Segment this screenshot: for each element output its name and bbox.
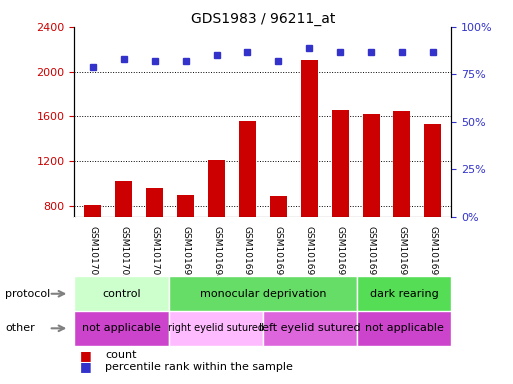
Text: GSM101701: GSM101701 — [88, 226, 97, 281]
Bar — [239, 121, 256, 295]
Text: GSM101702: GSM101702 — [120, 226, 128, 281]
Text: right eyelid sutured: right eyelid sutured — [168, 323, 264, 333]
Bar — [177, 195, 194, 295]
Bar — [357, 311, 451, 346]
Text: monocular deprivation: monocular deprivation — [200, 289, 326, 299]
Text: GSM101692: GSM101692 — [336, 226, 345, 281]
Bar — [85, 205, 102, 295]
Bar — [393, 111, 410, 295]
Text: percentile rank within the sample: percentile rank within the sample — [105, 362, 293, 372]
Text: control: control — [102, 289, 141, 299]
Text: GSM101703: GSM101703 — [150, 226, 159, 281]
Bar — [208, 160, 225, 295]
Text: dark rearing: dark rearing — [370, 289, 439, 299]
Bar — [169, 276, 357, 311]
Text: GSM101690: GSM101690 — [274, 226, 283, 281]
Text: ■: ■ — [80, 360, 91, 373]
Text: GSM101691: GSM101691 — [305, 226, 314, 281]
Text: not applicable: not applicable — [365, 323, 444, 333]
Bar — [115, 181, 132, 295]
Text: GSM101695: GSM101695 — [243, 226, 252, 281]
Bar — [169, 311, 263, 346]
Bar — [424, 124, 441, 295]
Bar — [357, 276, 451, 311]
Text: GSM101693: GSM101693 — [181, 226, 190, 281]
Bar — [332, 109, 349, 295]
Text: not applicable: not applicable — [82, 323, 161, 333]
Bar — [146, 188, 163, 295]
Bar — [270, 196, 287, 295]
Text: left eyelid sutured: left eyelid sutured — [259, 323, 361, 333]
Title: GDS1983 / 96211_at: GDS1983 / 96211_at — [191, 12, 335, 26]
Text: GSM101699: GSM101699 — [428, 226, 438, 281]
Text: protocol: protocol — [5, 289, 50, 299]
Text: count: count — [105, 350, 136, 360]
Text: GSM101698: GSM101698 — [398, 226, 406, 281]
Bar — [263, 311, 357, 346]
Bar — [74, 311, 169, 346]
Text: GSM101694: GSM101694 — [212, 226, 221, 281]
Text: ■: ■ — [80, 349, 91, 362]
Bar — [301, 60, 318, 295]
Text: other: other — [5, 323, 35, 333]
Text: GSM101697: GSM101697 — [367, 226, 376, 281]
Bar — [363, 114, 380, 295]
Bar — [74, 276, 169, 311]
